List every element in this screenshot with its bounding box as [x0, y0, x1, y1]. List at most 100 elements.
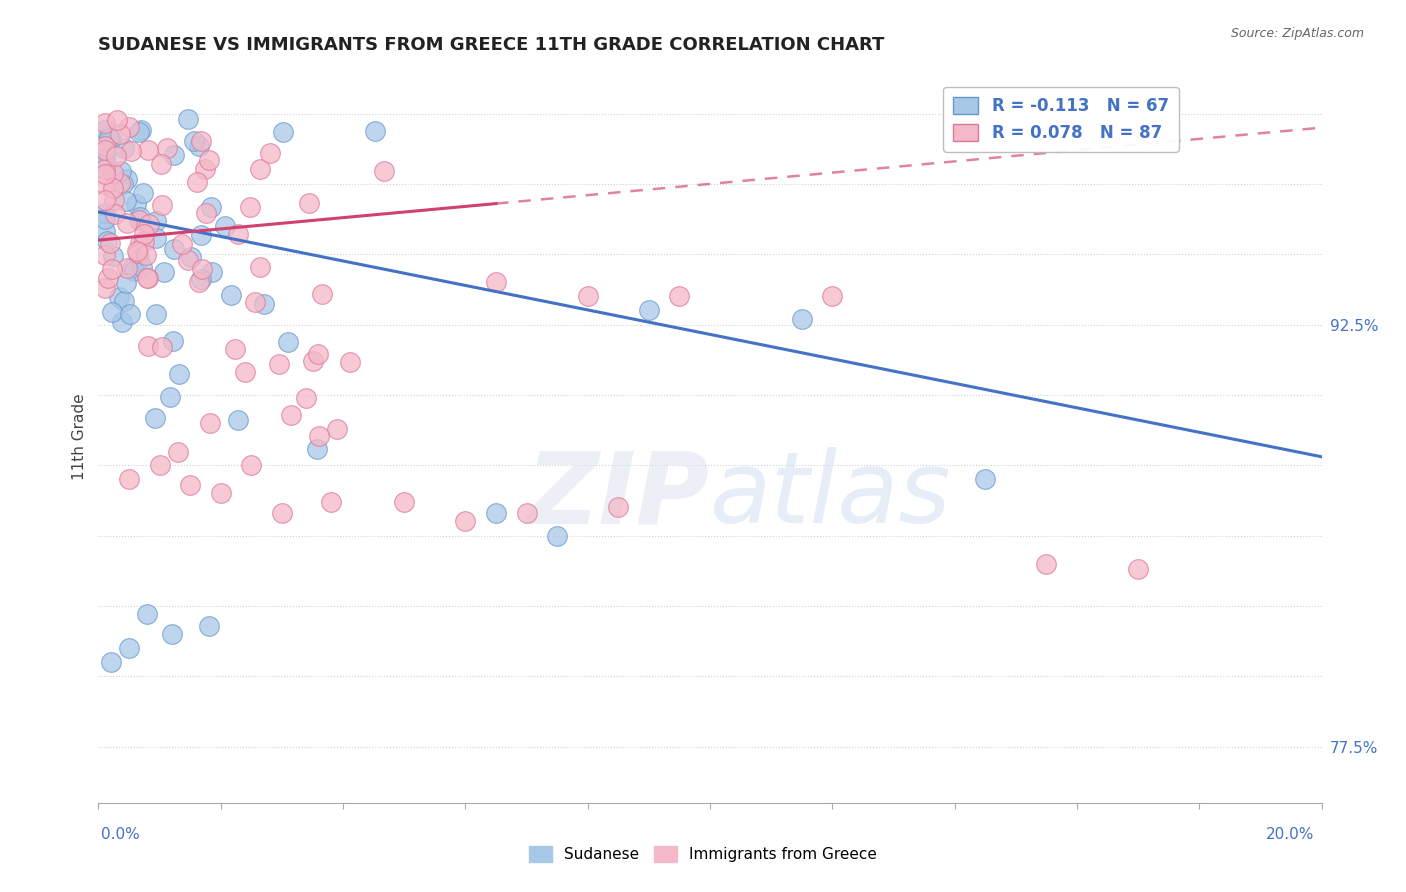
Point — [149, 458, 172, 473]
Point — [325, 422, 347, 436]
Point — [172, 237, 194, 252]
Point — [228, 227, 250, 241]
Point — [101, 249, 124, 263]
Point — [162, 334, 184, 349]
Point — [94, 123, 117, 137]
Point — [576, 289, 599, 303]
Point — [104, 207, 127, 221]
Point — [93, 281, 115, 295]
Point — [177, 112, 200, 127]
Point — [221, 288, 243, 302]
Point — [974, 472, 997, 486]
Point — [114, 194, 136, 209]
Point — [200, 200, 222, 214]
Point — [131, 122, 153, 136]
Point — [160, 627, 183, 641]
Point — [145, 411, 167, 425]
Point — [97, 131, 120, 145]
Point — [607, 500, 630, 515]
Point — [98, 129, 121, 144]
Point — [201, 265, 224, 279]
Point — [117, 216, 139, 230]
Point — [392, 495, 416, 509]
Point — [179, 478, 201, 492]
Point — [136, 270, 159, 285]
Point — [454, 515, 477, 529]
Point — [101, 305, 124, 319]
Point — [821, 289, 844, 303]
Point — [120, 144, 142, 158]
Point — [112, 141, 135, 155]
Point — [125, 196, 148, 211]
Point — [190, 272, 212, 286]
Point — [319, 495, 342, 509]
Point — [105, 113, 128, 128]
Point — [93, 167, 115, 181]
Point — [485, 276, 508, 290]
Point — [190, 134, 212, 148]
Point — [93, 150, 115, 164]
Point — [131, 186, 153, 201]
Point — [93, 224, 115, 238]
Point — [125, 244, 148, 258]
Point — [150, 198, 173, 212]
Point — [101, 180, 124, 194]
Point — [136, 607, 159, 622]
Point — [188, 139, 211, 153]
Point — [183, 134, 205, 148]
Point — [301, 354, 323, 368]
Point — [195, 206, 218, 220]
Point — [128, 125, 150, 139]
Point — [93, 143, 115, 157]
Point — [224, 342, 246, 356]
Point — [150, 339, 173, 353]
Point — [110, 164, 132, 178]
Point — [108, 127, 131, 141]
Point — [118, 472, 141, 486]
Point — [93, 116, 115, 130]
Point — [373, 164, 395, 178]
Text: ZIP: ZIP — [527, 447, 710, 544]
Point — [117, 171, 139, 186]
Point — [93, 248, 115, 262]
Point — [145, 307, 167, 321]
Text: 0.0%: 0.0% — [101, 827, 141, 841]
Point — [111, 177, 134, 191]
Point — [112, 294, 135, 309]
Point — [135, 248, 157, 262]
Point — [186, 175, 208, 189]
Point — [93, 161, 115, 176]
Point — [249, 260, 271, 275]
Point — [122, 264, 145, 278]
Point — [240, 458, 263, 473]
Point — [93, 138, 115, 153]
Point — [136, 271, 159, 285]
Point — [103, 193, 125, 207]
Point — [101, 262, 124, 277]
Point — [111, 315, 134, 329]
Legend: Sudanese, Immigrants from Greece: Sudanese, Immigrants from Greece — [523, 840, 883, 868]
Point — [163, 148, 186, 162]
Point — [101, 166, 124, 180]
Point — [127, 246, 149, 260]
Point — [115, 276, 138, 290]
Point — [107, 290, 129, 304]
Point — [364, 124, 387, 138]
Point — [156, 141, 179, 155]
Point — [191, 262, 214, 277]
Point — [339, 355, 361, 369]
Legend: R = -0.113   N = 67, R = 0.078   N = 87: R = -0.113 N = 67, R = 0.078 N = 87 — [943, 87, 1178, 152]
Point — [295, 391, 318, 405]
Point — [269, 357, 291, 371]
Point — [129, 235, 152, 250]
Point — [214, 219, 236, 233]
Point — [100, 655, 122, 669]
Point — [93, 156, 115, 170]
Point — [163, 242, 186, 256]
Point — [117, 261, 139, 276]
Point — [138, 217, 160, 231]
Point — [152, 265, 174, 279]
Point — [98, 236, 121, 251]
Point — [277, 334, 299, 349]
Point — [245, 295, 267, 310]
